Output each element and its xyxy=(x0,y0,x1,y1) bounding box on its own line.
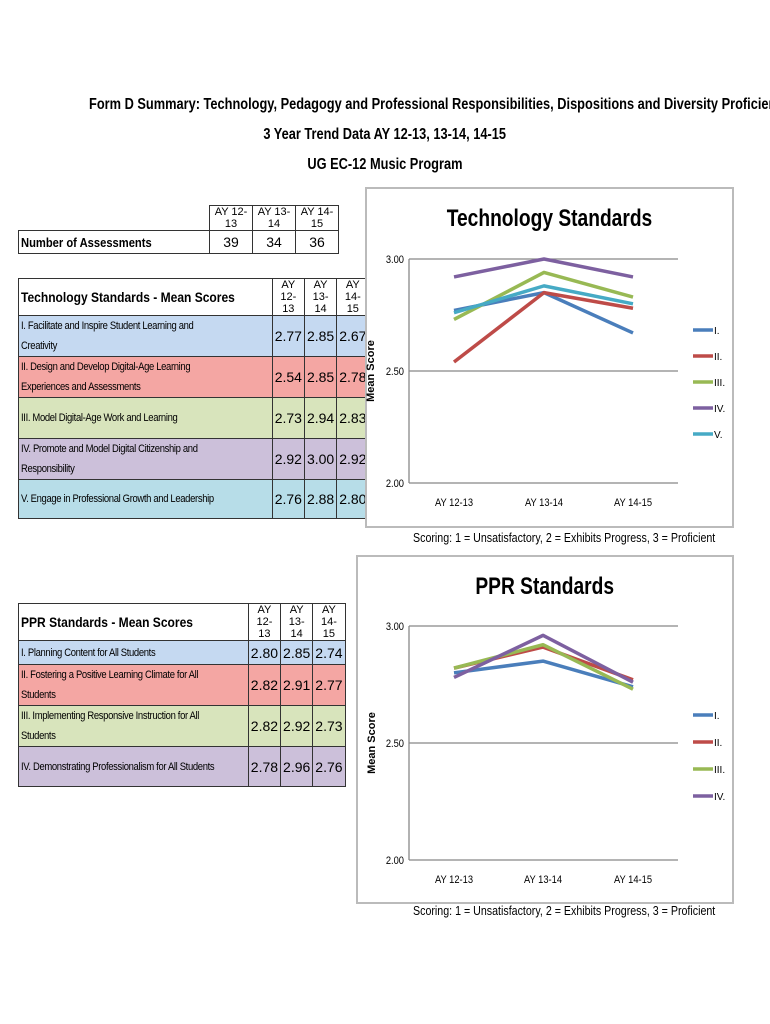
standard-label-line: III. Implementing Responsive Instruction… xyxy=(21,710,200,722)
legend-label: I. xyxy=(714,326,720,337)
mean-score: 2.78 xyxy=(247,746,282,787)
standard-label-line: Experiences and Assessments xyxy=(21,381,141,393)
legend-label: IV. xyxy=(714,404,725,415)
title-line-3: UG EC-12 Music Program xyxy=(307,156,463,173)
standard-label: II. Design and Develop Digital-Age Learn… xyxy=(18,356,273,398)
table-title: Technology Standards - Mean Scores xyxy=(18,278,273,316)
assessments-label: Number of Assessments xyxy=(18,230,210,254)
chart-title: PPR Standards xyxy=(475,573,615,600)
y-axis-label: Mean Score xyxy=(365,340,377,402)
mean-score: 2.76 xyxy=(312,746,346,787)
assessment-count: 39 xyxy=(209,230,253,254)
series-line-5 xyxy=(453,284,634,315)
year-header: AY 12-13 xyxy=(271,278,305,316)
x-tick-label: AY 14-15 xyxy=(614,497,652,509)
mean-score: 2.74 xyxy=(312,640,346,665)
standard-label-line: I. Facilitate and Inspire Student Learni… xyxy=(21,320,194,332)
standard-label-line: Students xyxy=(21,730,56,742)
standard-label-line: IV. Promote and Model Digital Citizenshi… xyxy=(21,443,198,455)
standard-label-line: Students xyxy=(21,689,56,701)
scoring-note-text: Scoring: 1 = Unsatisfactory, 2 = Exhibit… xyxy=(413,530,716,545)
standard-label: II. Fostering a Positive Learning Climat… xyxy=(18,664,249,706)
year-header: AY 14-15 xyxy=(295,205,339,231)
assessments-label-text: Number of Assessments xyxy=(21,234,152,250)
table-row: IV. Promote and Model Digital Citizenshi… xyxy=(18,438,370,480)
scoring-note-text: Scoring: 1 = Unsatisfactory, 2 = Exhibit… xyxy=(413,903,716,918)
technology-chart: Technology Standards xyxy=(365,187,734,528)
assessment-count: 36 xyxy=(295,230,339,254)
legend-label: III. xyxy=(714,378,725,389)
scoring-note: Scoring: 1 = Unsatisfactory, 2 = Exhibit… xyxy=(413,903,770,918)
scoring-note: Scoring: 1 = Unsatisfactory, 2 = Exhibit… xyxy=(413,530,770,545)
mean-score: 2.73 xyxy=(312,705,346,747)
table-row: I. Planning Content for All Students 2.80… xyxy=(18,640,346,665)
series-line-3 xyxy=(453,270,634,322)
title-line-2: 3 Year Trend Data AY 12-13, 13-14, 14-15 xyxy=(263,126,507,143)
chart-title: Technology Standards xyxy=(446,205,653,232)
table-row: IV. Demonstrating Professionalism for Al… xyxy=(18,746,346,787)
y-tick-label: 3.00 xyxy=(386,254,404,266)
report-subtitle: 3 Year Trend Data AY 12-13, 13-14, 14-15 xyxy=(0,126,770,144)
y-tick-label: 2.50 xyxy=(386,366,404,378)
standard-label-line: II. Design and Develop Digital-Age Learn… xyxy=(21,361,191,373)
standard-label-line: Creativity xyxy=(21,340,57,352)
standard-label-line: V. Engage in Professional Growth and Lea… xyxy=(21,493,214,505)
y-tick-label: 2.00 xyxy=(386,478,404,490)
standard-label: V. Engage in Professional Growth and Lea… xyxy=(18,479,273,519)
program-name: UG EC-12 Music Program xyxy=(0,156,770,174)
mean-score: 2.96 xyxy=(280,746,314,787)
mean-score: 2.92 xyxy=(336,438,370,480)
mean-score: 2.92 xyxy=(280,705,314,747)
mean-score: 2.88 xyxy=(303,479,338,519)
mean-score: 2.83 xyxy=(336,397,370,439)
legend-label: II. xyxy=(714,352,722,363)
ppr-chart: PPR Standards xyxy=(356,555,734,904)
mean-score: 2.54 xyxy=(271,356,305,398)
standard-label: I. Facilitate and Inspire Student Learni… xyxy=(18,315,273,357)
table-row: III. Implementing Responsive Instruction… xyxy=(18,705,346,747)
x-tick-label: AY 12-13 xyxy=(435,497,473,509)
x-tick-label: AY 13-14 xyxy=(525,497,563,509)
standard-label-line: III. Model Digital-Age Work and Learning xyxy=(21,412,178,424)
assessment-count: 34 xyxy=(252,230,296,254)
standard-label-line: Responsibility xyxy=(21,463,75,475)
year-header: AY 14-15 xyxy=(312,603,346,641)
series-line-4 xyxy=(453,257,634,279)
mean-score: 2.77 xyxy=(271,315,305,357)
mean-score: 2.85 xyxy=(280,640,314,665)
legend-label: V. xyxy=(714,430,723,441)
standard-label-line: I. Planning Content for All Students xyxy=(21,646,156,659)
ppr-standards-table: PPR Standards - Mean Scores AY 12-13 AY 13… xyxy=(18,603,346,787)
standard-label-line: II. Fostering a Positive Learning Climat… xyxy=(21,669,199,681)
table-row: I. Facilitate and Inspire Student Learni… xyxy=(18,315,370,357)
mean-score: 2.82 xyxy=(247,664,282,706)
standard-label-line: IV. Demonstrating Professionalism for Al… xyxy=(21,760,215,773)
standard-label: I. Planning Content for All Students xyxy=(18,640,249,665)
series-line-2 xyxy=(452,290,634,364)
mean-score: 2.76 xyxy=(271,479,305,519)
mean-score: 2.92 xyxy=(271,438,305,480)
table-title: PPR Standards - Mean Scores xyxy=(18,603,249,641)
table-title-text: PPR Standards - Mean Scores xyxy=(21,614,193,630)
title-line-1: Form D Summary: Technology, Pedagogy and… xyxy=(89,96,770,113)
mean-score: 2.94 xyxy=(303,397,338,439)
table-title-text: Technology Standards - Mean Scores xyxy=(21,289,235,305)
report-title: Form D Summary: Technology, Pedagogy and… xyxy=(0,96,770,114)
assessments-table: AY 12-13 AY 13-14 AY 14-15 Number of Ass… xyxy=(18,205,339,254)
year-header: AY 14-15 xyxy=(336,278,370,316)
standard-label: IV. Demonstrating Professionalism for Al… xyxy=(18,746,249,787)
